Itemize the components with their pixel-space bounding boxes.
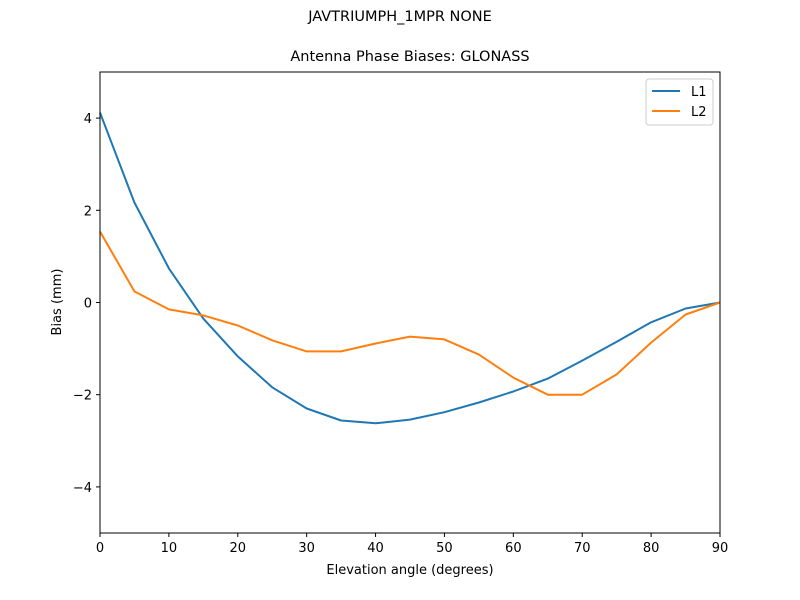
y-axis-label: Bias (mm) (50, 269, 65, 336)
x-tick-label: 20 (230, 541, 247, 556)
x-tick-label: 80 (643, 541, 660, 556)
chart-title: Antenna Phase Biases: GLONASS (290, 49, 530, 65)
legend: L1 L2 (645, 78, 714, 126)
figure-suptitle: JAVTRIUMPH_1MPR NONE (308, 9, 492, 25)
y-tick-label: 0 (84, 297, 92, 312)
y-axis: −4 −2 0 2 4 (73, 112, 100, 496)
x-tick-label: 10 (161, 541, 178, 556)
x-tick-label: 90 (712, 541, 729, 556)
y-tick-label: −4 (73, 481, 92, 496)
x-tick-label: 60 (505, 541, 522, 556)
legend-label-l1: L1 (691, 85, 707, 100)
x-tick-label: 40 (367, 541, 384, 556)
x-axis: 0 10 20 30 40 50 60 70 80 90 (96, 533, 728, 556)
plot-series (99, 112, 721, 425)
x-tick-label: 70 (574, 541, 591, 556)
x-tick-label: 30 (298, 541, 315, 556)
x-tick-label: 0 (96, 541, 104, 556)
series-line-l1 (99, 112, 721, 425)
y-tick-label: 2 (84, 204, 92, 219)
x-axis-label: Elevation angle (degrees) (326, 563, 493, 578)
series-line-l2 (99, 231, 721, 396)
y-tick-label: 4 (84, 112, 92, 127)
legend-label-l2: L2 (691, 105, 707, 120)
x-tick-label: 50 (436, 541, 453, 556)
y-tick-label: −2 (73, 389, 92, 404)
